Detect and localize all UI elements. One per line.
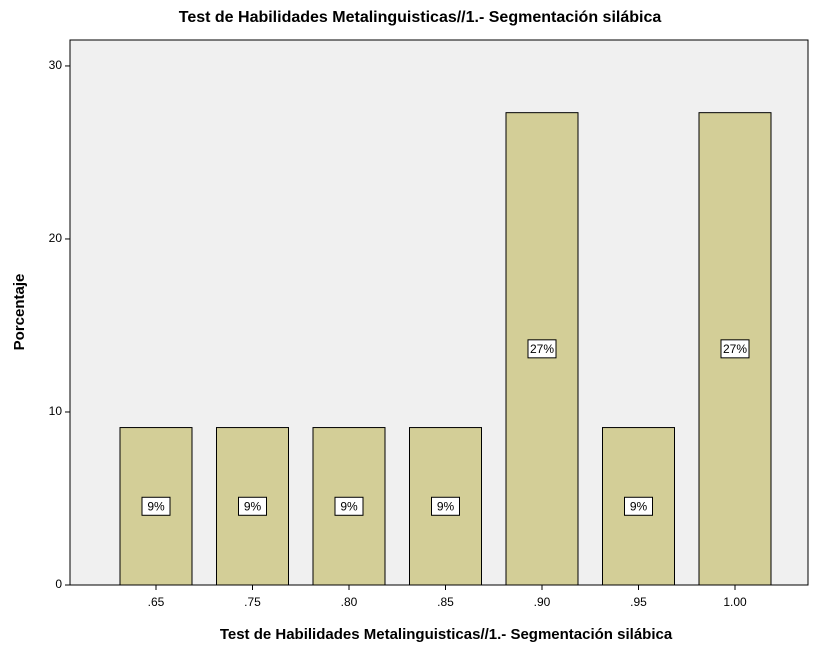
value-label: 9%	[437, 499, 455, 513]
value-label-box	[720, 339, 750, 359]
value-label-box	[527, 339, 557, 359]
x-tick-label: .75	[244, 595, 261, 609]
x-tick-label: .80	[341, 595, 358, 609]
value-label-box	[431, 496, 460, 516]
x-axis-label: Test de Habilidades Metalinguisticas//1.…	[220, 626, 673, 643]
y-axis-label: Porcentaje	[11, 274, 28, 351]
x-tick-label: .95	[630, 595, 647, 609]
value-label-box	[141, 496, 171, 516]
value-label-box	[238, 496, 267, 516]
chart-title: Test de Habilidades Metalinguisticas//1.…	[179, 9, 662, 26]
value-label-box	[334, 496, 364, 516]
value-label: 9%	[244, 499, 262, 513]
y-tick-label: 0	[55, 577, 62, 591]
value-label: 27%	[530, 342, 554, 356]
value-label: 9%	[340, 499, 358, 513]
x-tick-label: .65	[148, 595, 165, 609]
bar	[505, 112, 579, 586]
y-tick-label: 30	[49, 58, 63, 72]
value-label: 9%	[147, 499, 165, 513]
x-tick-label: .90	[534, 595, 551, 609]
y-tick-label: 20	[49, 231, 63, 245]
value-label: 27%	[723, 342, 747, 356]
x-tick-label: .85	[437, 595, 454, 609]
y-tick-label: 10	[49, 404, 63, 418]
x-tick-label: 1.00	[723, 595, 747, 609]
value-label: 9%	[630, 499, 648, 513]
value-label-box	[624, 496, 653, 516]
